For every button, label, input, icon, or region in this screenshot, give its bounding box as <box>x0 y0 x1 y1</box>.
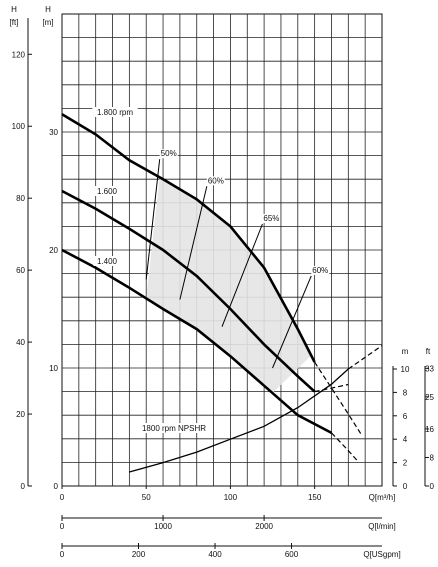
efficiency-label-1: 50% <box>161 149 177 158</box>
m-tick-label: 20 <box>49 246 58 255</box>
curve-extension-1 <box>314 361 363 436</box>
curve-extension-3 <box>331 432 358 461</box>
x-tick-label: 400 <box>208 550 222 559</box>
efficiency-label-bg <box>206 176 225 186</box>
x-axis-label: Q[USgpm] <box>363 550 400 559</box>
shaded-operating-region <box>146 177 312 394</box>
efficiency-label-bg <box>311 265 330 275</box>
efficiency-label-3: 65% <box>263 214 279 223</box>
x-tick-label: 0 <box>60 522 65 531</box>
npshr-m-tick-label: 4 <box>403 435 408 444</box>
ft-tick-label: 20 <box>16 410 25 419</box>
npshr-ft-tick-label: 0 <box>430 482 435 491</box>
series-label-3: 1.400 <box>97 257 118 266</box>
curve-extension-2 <box>314 383 349 393</box>
curve-1 <box>61 113 316 363</box>
series-label-bg <box>93 256 121 266</box>
ft-axis-title: H <box>11 5 17 14</box>
x-tick-label: 150 <box>308 493 322 502</box>
efficiency-line-2 <box>179 186 208 300</box>
ft-tick-label: 40 <box>16 338 25 347</box>
curve-2 <box>61 189 316 393</box>
npshr-m-tick-label: 2 <box>403 459 408 468</box>
npshr-ft-tick-label: 33 <box>425 364 434 373</box>
npshr-m-tick-label: 0 <box>403 482 408 491</box>
curves <box>61 113 383 473</box>
m-tick-label: 10 <box>49 364 58 373</box>
curve-extension-4 <box>347 345 383 370</box>
x-tick-label: 200 <box>132 550 146 559</box>
x-tick-label: 100 <box>224 493 238 502</box>
npshr-m-tick-label: 8 <box>403 388 408 397</box>
efficiency-label-4: 60% <box>312 266 328 275</box>
x-axis-label: Q[m³/h] <box>369 493 396 502</box>
npshr-m-tick-label: 10 <box>401 365 410 374</box>
m-tick-label: 30 <box>49 128 58 137</box>
x-tick-label: 0 <box>60 493 65 502</box>
axes <box>27 18 429 549</box>
x-tick-label: 1000 <box>154 522 172 531</box>
efficiency-label-bg <box>159 149 178 159</box>
curve-4 <box>129 368 349 473</box>
npshr-m-tick-label: 6 <box>403 412 408 421</box>
npshr-ft-tick-label: 8 <box>430 453 435 462</box>
efficiency-line-4 <box>272 275 312 369</box>
x-tick-label: 0 <box>60 550 65 559</box>
efficiency-label-bg <box>262 214 281 224</box>
x-tick-label: 50 <box>142 493 151 502</box>
ft-tick-label: 100 <box>12 122 26 131</box>
shaded-region <box>146 177 312 394</box>
series-label-1: 1.800 rpm <box>97 108 133 117</box>
series-label-bg <box>93 186 121 196</box>
series-label-bg <box>139 423 209 433</box>
x-tick-label: 600 <box>285 550 299 559</box>
npshr-ft-tick-label: 16 <box>425 425 434 434</box>
curve-3 <box>61 248 333 435</box>
x-tick-label: 2000 <box>255 522 273 531</box>
m-axis-title: H <box>45 5 51 14</box>
x-axis-label: Q[l/min] <box>368 522 396 531</box>
ft-axis-unit: [ft] <box>10 18 19 27</box>
npshr-m-axis-title: m <box>402 347 409 356</box>
ft-tick-label: 80 <box>16 194 25 203</box>
efficiency-label-2: 60% <box>208 176 224 185</box>
efficiency-line-1 <box>145 159 161 280</box>
series-label-2: 1.600 <box>97 187 118 196</box>
efficiency-line-3 <box>221 223 263 327</box>
ft-tick-label: 0 <box>21 482 26 491</box>
series-label-4: 1800 rpm NPSHR <box>142 424 206 433</box>
series-label-bg <box>92 107 138 117</box>
npshr-ft-tick-label: 25 <box>425 393 434 402</box>
ft-tick-label: 60 <box>16 266 25 275</box>
ft-tick-label: 120 <box>12 50 26 59</box>
npshr-ft-axis-title: ft <box>426 347 431 356</box>
m-tick-label: 0 <box>54 482 59 491</box>
m-axis-unit: [m] <box>42 18 53 27</box>
